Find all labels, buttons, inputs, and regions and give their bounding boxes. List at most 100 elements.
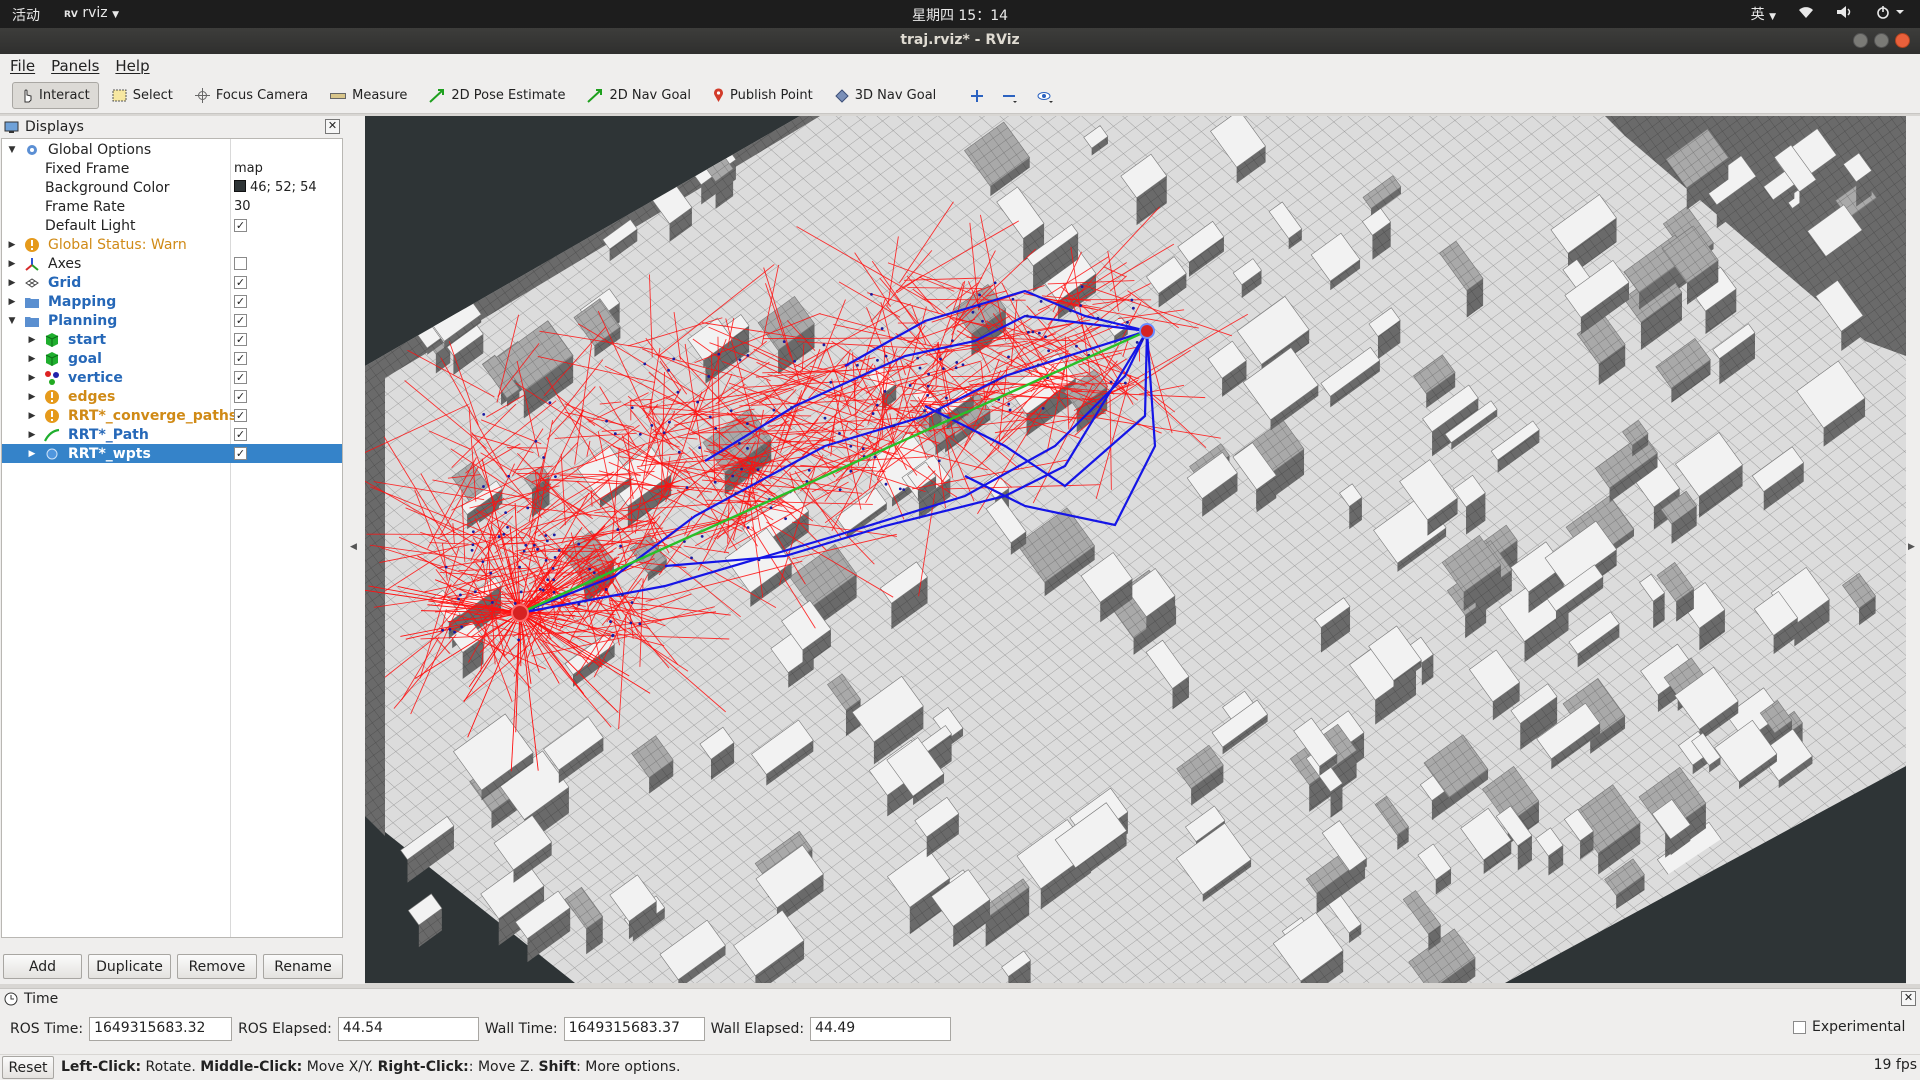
activities-button[interactable]: 活动 xyxy=(12,8,40,24)
reset-button[interactable]: Reset xyxy=(2,1056,54,1079)
expand-right-arrow-icon[interactable]: ▶ xyxy=(1908,542,1915,552)
tree-item-mapping[interactable]: ▶ Mapping ✓ xyxy=(2,292,342,311)
rrt-vertex xyxy=(1008,408,1012,412)
tree-item-rrt-path[interactable]: ▶ RRT*_Path ✓ xyxy=(2,425,342,444)
rrt-edge xyxy=(536,471,624,572)
voxel-block-top xyxy=(1145,639,1190,689)
tree-item-vertice[interactable]: ▶ vertice ✓ xyxy=(2,368,342,387)
converge-paths-checkbox[interactable]: ✓ xyxy=(234,409,247,422)
expand-arrow-icon[interactable]: ▼ xyxy=(8,315,16,326)
wall-time-field[interactable]: 1649315683.37 xyxy=(563,1017,705,1041)
expand-arrow-icon[interactable]: ▶ xyxy=(28,429,36,440)
mapping-checkbox[interactable]: ✓ xyxy=(234,295,247,308)
publish-point-button[interactable]: Publish Point xyxy=(704,82,822,109)
view-options-button[interactable] xyxy=(1029,83,1061,109)
planning-checkbox[interactable]: ✓ xyxy=(234,314,247,327)
rrt-edge xyxy=(451,597,514,603)
add-tool-button[interactable] xyxy=(963,83,991,109)
rrt-wpts-checkbox[interactable]: ✓ xyxy=(234,447,247,460)
left-panel-splitter[interactable]: ◀ xyxy=(344,116,365,984)
menu-file[interactable]: File xyxy=(10,57,36,75)
menu-panels[interactable]: Panels xyxy=(51,57,100,75)
expand-arrow-icon[interactable]: ▶ xyxy=(8,258,16,269)
background-color-value[interactable]: 46; 52; 54 xyxy=(234,180,317,195)
expand-arrow-icon[interactable]: ▶ xyxy=(28,391,36,402)
tree-item-converge-paths[interactable]: ▶ RRT*_converge_paths ✓ xyxy=(2,406,342,425)
axes-checkbox[interactable] xyxy=(234,257,247,270)
vertice-checkbox[interactable]: ✓ xyxy=(234,371,247,384)
grid-checkbox[interactable]: ✓ xyxy=(234,276,247,289)
remove-display-button[interactable]: Remove xyxy=(177,954,257,979)
power-icon[interactable] xyxy=(1876,5,1906,23)
expand-arrow-icon[interactable]: ▶ xyxy=(8,239,16,250)
rename-display-button[interactable]: Rename xyxy=(263,954,343,979)
close-panel-button[interactable]: ✕ xyxy=(325,119,340,134)
default-light-checkbox[interactable]: ✓ xyxy=(234,219,247,232)
app-menu[interactable]: RV rviz ▼ xyxy=(64,5,119,21)
voxel-block-side xyxy=(1421,654,1434,686)
frame-rate-value[interactable]: 30 xyxy=(234,199,251,214)
tree-item-global-status[interactable]: ▶ Global Status: Warn xyxy=(2,235,342,254)
close-time-panel-button[interactable]: ✕ xyxy=(1901,991,1916,1006)
measure-button[interactable]: Measure xyxy=(321,82,416,109)
experimental-option[interactable]: Experimental xyxy=(1793,1019,1905,1035)
tree-item-fixed-frame[interactable]: Fixed Frame map xyxy=(2,159,342,178)
experimental-checkbox[interactable] xyxy=(1793,1020,1806,1034)
voxel-block-side xyxy=(1580,966,1617,983)
minimize-button[interactable] xyxy=(1853,33,1868,48)
nav-goal-3d-button[interactable]: 3D Nav Goal xyxy=(826,82,946,109)
window-titlebar[interactable]: traj.rviz* - RViz xyxy=(0,28,1920,54)
add-display-button[interactable]: Add xyxy=(3,954,82,979)
column-divider[interactable] xyxy=(230,139,231,937)
expand-arrow-icon[interactable]: ▼ xyxy=(8,144,16,155)
rrt-edge xyxy=(564,403,680,448)
path-icon xyxy=(44,428,60,442)
expand-arrow-icon[interactable]: ▶ xyxy=(28,372,36,383)
menu-help[interactable]: Help xyxy=(115,57,150,75)
tree-item-edges[interactable]: ▶ edges ✓ xyxy=(2,387,342,406)
collapse-left-arrow-icon[interactable]: ◀ xyxy=(350,542,357,552)
expand-arrow-icon[interactable]: ▶ xyxy=(8,296,16,307)
render-3d-viewport[interactable] xyxy=(365,116,1906,983)
volume-icon[interactable] xyxy=(1836,5,1854,23)
expand-arrow-icon[interactable]: ▶ xyxy=(28,334,36,345)
ros-time-field[interactable]: 1649315683.32 xyxy=(89,1017,233,1041)
close-window-button[interactable] xyxy=(1895,33,1910,48)
focus-camera-button[interactable]: Focus Camera xyxy=(186,82,317,109)
expand-arrow-icon[interactable]: ▶ xyxy=(28,353,36,364)
fixed-frame-value[interactable]: map xyxy=(234,161,263,176)
hint-right-click-value: : Move Z. xyxy=(468,1059,539,1075)
input-method-indicator[interactable]: 英 ▼ xyxy=(1751,4,1776,24)
goal-checkbox[interactable]: ✓ xyxy=(234,352,247,365)
expand-arrow-icon[interactable]: ▶ xyxy=(28,448,36,459)
expand-arrow-icon[interactable]: ▶ xyxy=(28,410,36,421)
right-panel-splitter[interactable]: ▶ xyxy=(1906,116,1920,984)
pose-estimate-button[interactable]: 2D Pose Estimate xyxy=(420,82,574,109)
tree-item-global-options[interactable]: ▼ Global Options xyxy=(2,140,342,159)
wall-elapsed-field[interactable]: 44.49 xyxy=(810,1017,952,1041)
duplicate-display-button[interactable]: Duplicate xyxy=(88,954,171,979)
clock[interactable]: 星期四 15：14 xyxy=(911,8,1009,24)
select-tool-button[interactable]: Select xyxy=(103,82,182,109)
expand-arrow-icon[interactable]: ▶ xyxy=(8,277,16,288)
tree-item-rrt-wpts[interactable]: ▶ RRT*_wpts ✓ xyxy=(2,444,342,463)
interact-tool-button[interactable]: Interact xyxy=(12,82,99,109)
tree-item-planning[interactable]: ▼ Planning ✓ xyxy=(2,311,342,330)
tree-item-axes[interactable]: ▶ Axes xyxy=(2,254,342,273)
tree-item-default-light[interactable]: Default Light ✓ xyxy=(2,216,342,235)
tree-item-frame-rate[interactable]: Frame Rate 30 xyxy=(2,197,342,216)
edges-checkbox[interactable]: ✓ xyxy=(234,390,247,403)
rrt-path-checkbox[interactable]: ✓ xyxy=(234,428,247,441)
remove-tool-button[interactable] xyxy=(995,83,1025,109)
tree-item-grid[interactable]: ▶ Grid ✓ xyxy=(2,273,342,292)
start-checkbox[interactable]: ✓ xyxy=(234,333,247,346)
tree-item-background-color[interactable]: Background Color 46; 52; 54 xyxy=(2,178,342,197)
maximize-button[interactable] xyxy=(1874,33,1889,48)
voxel-block-top xyxy=(914,796,960,838)
tree-item-start[interactable]: ▶ start ✓ xyxy=(2,330,342,349)
rrt-edge xyxy=(370,486,496,537)
ros-elapsed-field[interactable]: 44.54 xyxy=(337,1017,479,1041)
tree-item-goal[interactable]: ▶ goal ✓ xyxy=(2,349,342,368)
nav-goal-2d-button[interactable]: 2D Nav Goal xyxy=(578,82,700,109)
wifi-icon[interactable] xyxy=(1798,5,1814,23)
